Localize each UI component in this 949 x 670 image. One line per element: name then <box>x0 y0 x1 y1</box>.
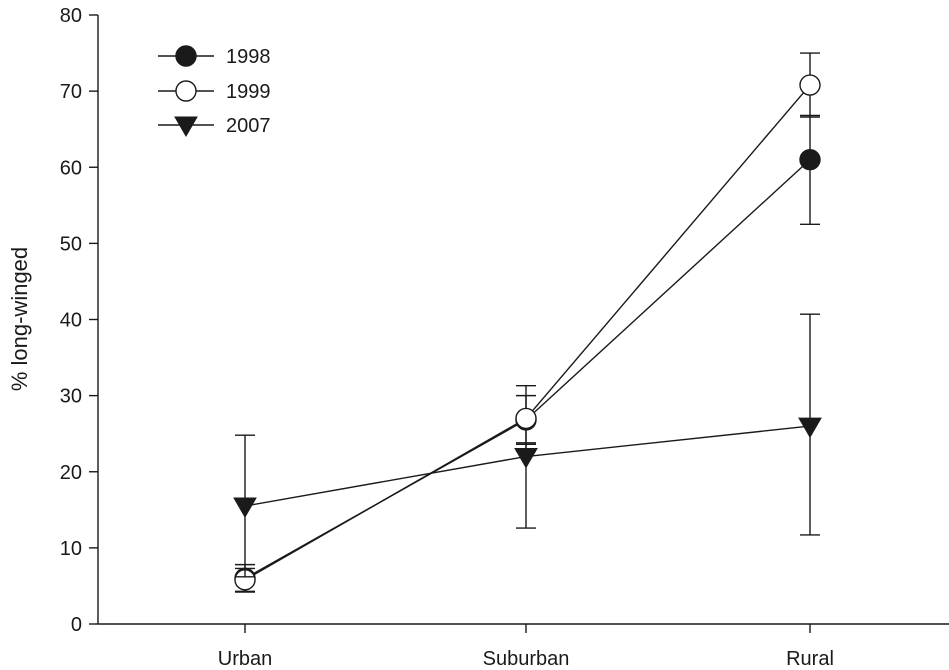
data-point <box>233 497 257 519</box>
x-ticks: Urban Suburban Rural <box>218 624 834 670</box>
series-layer <box>233 52 822 593</box>
series-line <box>244 425 811 507</box>
legend-marker <box>174 116 198 137</box>
data-point <box>799 74 821 96</box>
y-tick-label: 40 <box>60 310 82 332</box>
data-point <box>515 407 537 430</box>
x-tick-label: Rural <box>786 648 834 670</box>
legend-marker <box>175 80 197 102</box>
y-tick-label: 60 <box>60 157 82 179</box>
series-1999 <box>234 52 821 592</box>
y-tick-label: 0 <box>71 614 82 636</box>
series-1998 <box>234 114 821 593</box>
legend-item-2007: 2007 <box>158 115 271 137</box>
y-tick-label: 80 <box>60 5 82 27</box>
legend-label: 2007 <box>226 115 271 137</box>
data-point <box>514 448 538 469</box>
y-tick-label: 70 <box>60 81 82 103</box>
x-tick-label: Urban <box>218 648 272 670</box>
y-ticks: 0 10 20 30 40 50 60 70 80 <box>60 5 98 636</box>
legend-item-1998: 1998 <box>158 45 271 68</box>
legend-label: 1998 <box>226 46 271 68</box>
y-tick-label: 50 <box>60 233 82 255</box>
y-tick-label: 20 <box>60 462 82 484</box>
legend-item-1999: 1999 <box>158 80 271 103</box>
y-tick-label: 30 <box>60 386 82 408</box>
y-axis-title: % long-winged <box>7 247 32 391</box>
data-point <box>799 148 821 171</box>
x-tick-label: Suburban <box>483 648 570 670</box>
series-2007 <box>233 313 822 578</box>
series-line <box>244 159 811 579</box>
y-tick-label: 10 <box>60 538 82 560</box>
legend: 1998 1999 2007 <box>158 45 271 137</box>
series-line <box>244 84 811 581</box>
data-point <box>798 417 822 439</box>
axes <box>97 15 949 625</box>
legend-marker <box>175 45 197 67</box>
legend-label: 1999 <box>226 81 271 103</box>
